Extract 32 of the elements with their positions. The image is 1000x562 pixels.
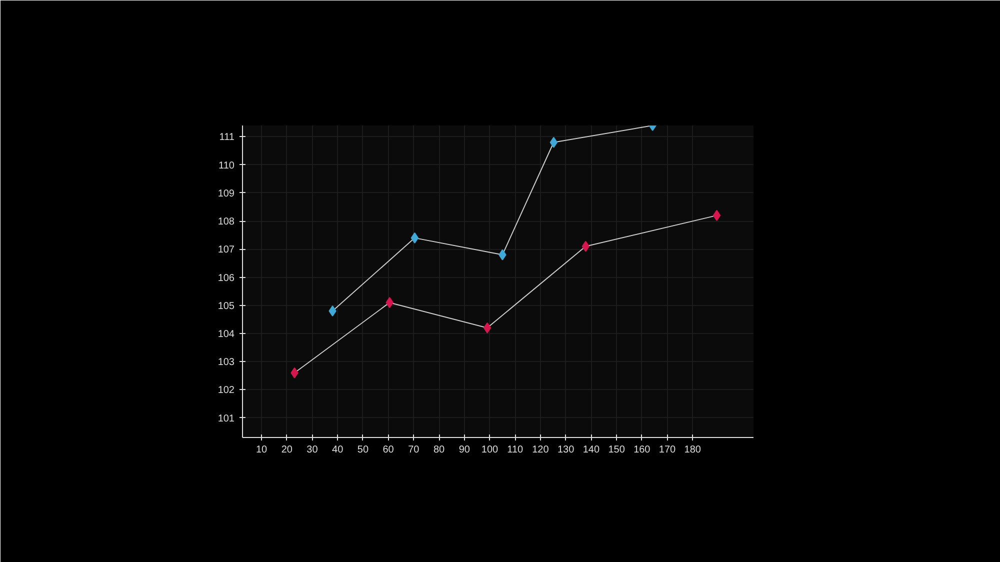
x-tick-label: 160 xyxy=(634,444,651,456)
y-tick-label: 111 xyxy=(219,132,235,144)
y-tick-label: 107 xyxy=(218,244,235,256)
point xyxy=(712,210,721,221)
x-tick-label: 80 xyxy=(433,444,446,456)
y-tick-label: 109 xyxy=(218,188,235,200)
x-tick-label: 130 xyxy=(557,444,575,456)
y-tick-label: 104 xyxy=(218,329,235,340)
y-tick-label: 101 xyxy=(218,413,235,424)
x-tick-label: 170 xyxy=(658,444,676,456)
x-tick-label: 10 xyxy=(256,444,268,456)
x-tick-label: 180 xyxy=(684,444,702,456)
x-tick-label: 50 xyxy=(357,444,369,456)
x-tick-label: 20 xyxy=(281,444,293,456)
x-tick-label: 60 xyxy=(382,444,394,456)
y-tick-label: 108 xyxy=(218,216,235,228)
y-tick-label: 103 xyxy=(218,357,235,368)
y-tick-label: 110 xyxy=(218,160,235,172)
x-tick-label: 70 xyxy=(408,444,420,456)
x-tick-label: 120 xyxy=(532,444,550,456)
y-tick-label: 102 xyxy=(218,385,235,396)
x-tick-label: 90 xyxy=(458,444,470,456)
x-tick-label: 150 xyxy=(608,444,626,456)
x-tick-label: 140 xyxy=(582,444,600,456)
x-tick-label: 110 xyxy=(507,444,524,456)
x-tick-label: 30 xyxy=(306,444,318,456)
point xyxy=(483,322,492,334)
y-tick-label: 105 xyxy=(218,300,235,312)
x-tick-label: 100 xyxy=(481,444,499,456)
y-tick-label: 106 xyxy=(218,272,235,284)
point xyxy=(410,232,419,244)
x-tick-label: 40 xyxy=(332,444,344,456)
